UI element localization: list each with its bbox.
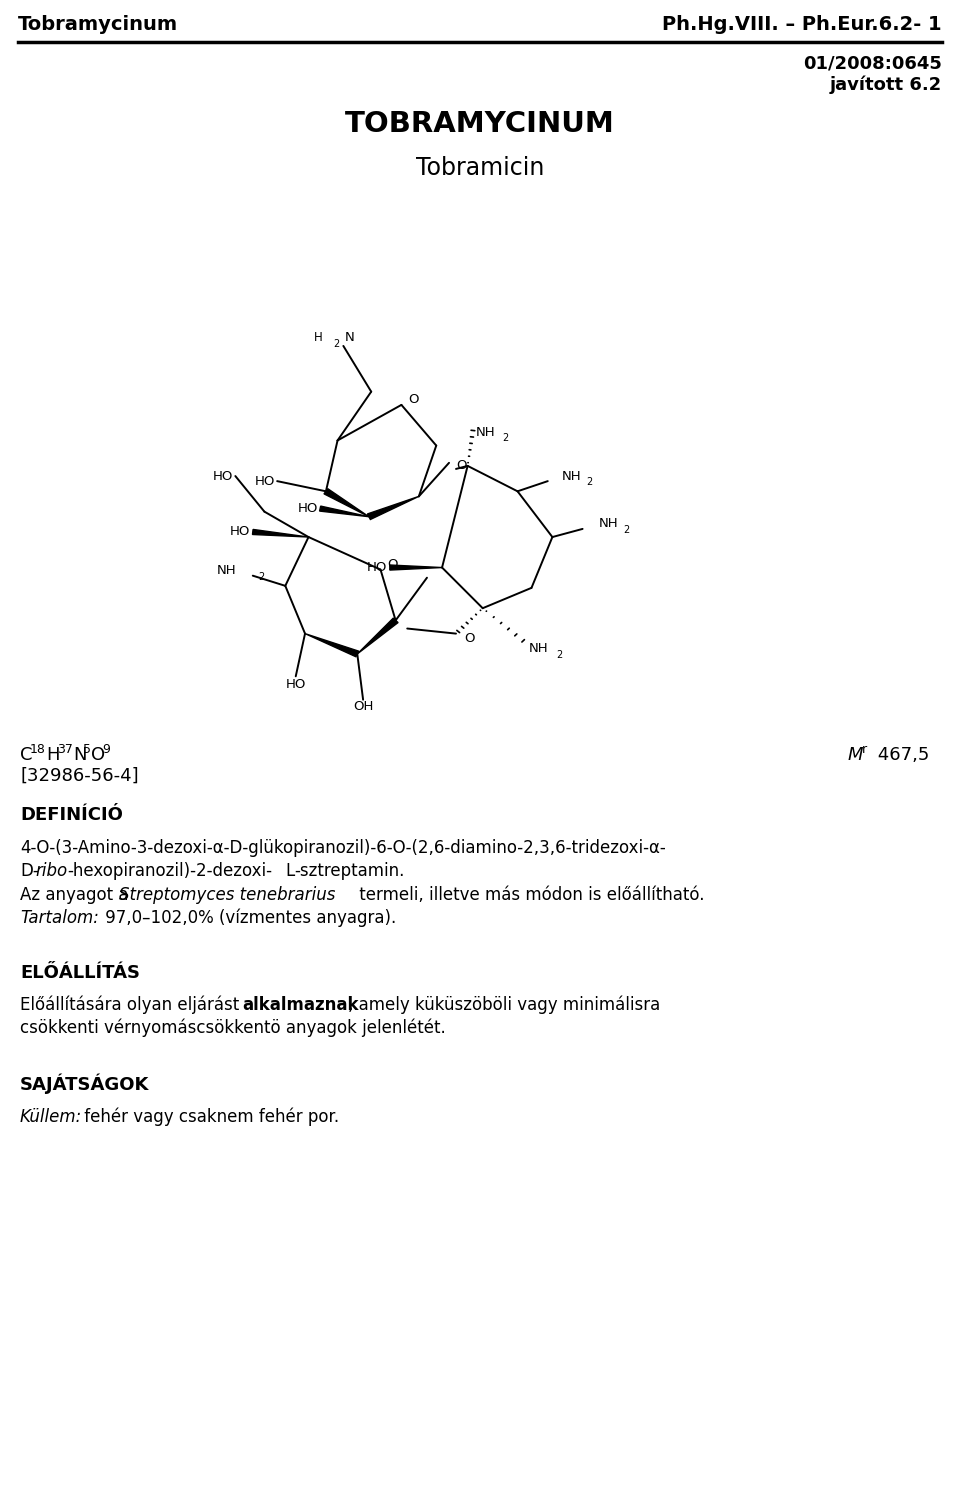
Polygon shape (357, 618, 398, 654)
Text: 2: 2 (258, 572, 265, 582)
Text: H: H (46, 746, 60, 764)
Text: , amely küküszöböli vagy minimálisra: , amely küküszöböli vagy minimálisra (348, 996, 660, 1014)
Text: 9: 9 (102, 743, 109, 756)
Text: 18: 18 (30, 743, 46, 756)
Text: H: H (314, 332, 323, 344)
Text: 37: 37 (57, 743, 73, 756)
Text: Streptomyces tenebrarius: Streptomyces tenebrarius (119, 886, 335, 904)
Text: 2: 2 (623, 526, 630, 535)
Text: NH: NH (562, 469, 582, 482)
Text: 4-Ο-(3-Amino-3-dezoxi-α-D-glükopiranozil)-6-Ο-(2,6-diamino-2,3,6-tridezoxi-α-: 4-Ο-(3-Amino-3-dezoxi-α-D-glükopiranozil… (20, 838, 665, 858)
Polygon shape (320, 506, 369, 517)
Text: M: M (848, 746, 863, 764)
Text: 2: 2 (333, 339, 339, 348)
Text: HO: HO (285, 677, 306, 691)
Text: 2: 2 (586, 476, 592, 487)
Text: 01/2008:0645: 01/2008:0645 (804, 54, 942, 71)
Text: O: O (457, 460, 468, 472)
Text: O: O (408, 393, 419, 406)
Text: 97,0–102,0% (vízmentes anyagra).: 97,0–102,0% (vízmentes anyagra). (100, 908, 396, 928)
Polygon shape (390, 564, 442, 570)
Text: 467,5: 467,5 (872, 746, 929, 764)
Text: Tobramicin: Tobramicin (416, 156, 544, 180)
Polygon shape (252, 530, 308, 538)
Text: HO: HO (230, 526, 251, 539)
Polygon shape (324, 488, 369, 517)
Text: Az anyagot a: Az anyagot a (20, 886, 133, 904)
Text: Előállítására olyan eljárást: Előállítására olyan eljárást (20, 996, 245, 1014)
Text: O: O (465, 633, 475, 645)
Text: -sztreptamin.: -sztreptamin. (294, 862, 404, 880)
Text: OH: OH (353, 700, 373, 713)
Text: O: O (91, 746, 106, 764)
Text: D-: D- (20, 862, 38, 880)
Text: N: N (73, 746, 86, 764)
Text: SAJÁTSÁGOK: SAJÁTSÁGOK (20, 1074, 150, 1094)
Polygon shape (368, 496, 419, 520)
Text: ribo: ribo (35, 862, 67, 880)
Text: r: r (862, 743, 867, 756)
Text: Ph.Hg.VIII. – Ph.Eur.6.2- 1: Ph.Hg.VIII. – Ph.Eur.6.2- 1 (662, 15, 942, 34)
Text: 5: 5 (83, 743, 91, 756)
Text: -hexopiranozil)-2-dezoxi-: -hexopiranozil)-2-dezoxi- (67, 862, 272, 880)
Text: alkalmaznak: alkalmaznak (242, 996, 358, 1014)
Text: HO: HO (367, 561, 388, 575)
Text: javított 6.2: javított 6.2 (829, 76, 942, 94)
Text: fehér vagy csaknem fehér por.: fehér vagy csaknem fehér por. (79, 1108, 339, 1126)
Text: Tartalom:: Tartalom: (20, 908, 99, 928)
Text: termeli, illetve más módon is előállítható.: termeli, illetve más módon is előállítha… (354, 886, 705, 904)
Text: ELŐÁLLÍTÁS: ELŐÁLLÍTÁS (20, 963, 140, 983)
Text: N: N (345, 332, 354, 344)
Polygon shape (305, 634, 359, 657)
Text: NH: NH (599, 517, 618, 530)
Text: TOBRAMYCINUM: TOBRAMYCINUM (345, 110, 615, 138)
Text: Küllem:: Küllem: (20, 1108, 83, 1126)
Text: csökkenti vérnyomáscsökkentö anyagok jelenlétét.: csökkenti vérnyomáscsökkentö anyagok jel… (20, 1018, 445, 1036)
Text: NH: NH (476, 426, 495, 439)
Text: 2: 2 (556, 651, 563, 660)
Text: HO: HO (213, 469, 233, 482)
Text: L: L (285, 862, 295, 880)
Text: C: C (20, 746, 33, 764)
Text: 2: 2 (502, 433, 509, 444)
Text: Tobramycinum: Tobramycinum (18, 15, 179, 34)
Text: NH: NH (529, 642, 549, 655)
Text: [32986-56-4]: [32986-56-4] (20, 767, 138, 785)
Text: NH: NH (217, 564, 236, 578)
Text: O: O (387, 558, 397, 570)
Text: DEFINÍCIÓ: DEFINÍCIÓ (20, 806, 123, 823)
Text: HO: HO (298, 502, 318, 515)
Text: HO: HO (254, 475, 275, 487)
